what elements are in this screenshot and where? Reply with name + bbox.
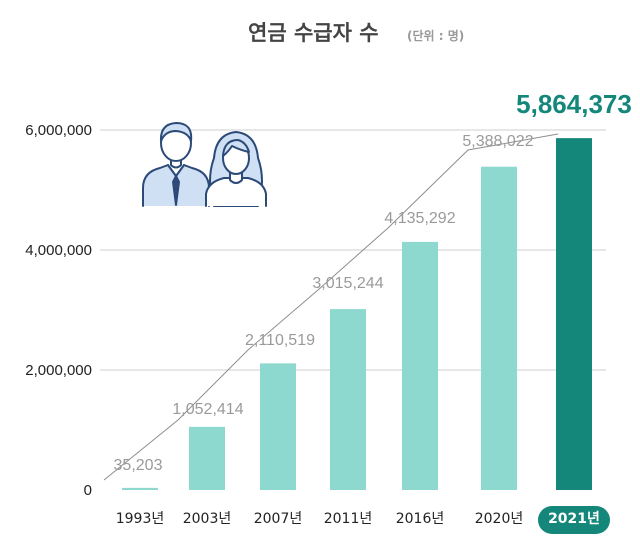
- data-label-2020년: 5,388,022: [462, 133, 533, 150]
- unit-note: (단위 : 명): [407, 28, 464, 43]
- x-tick-label: 2007년: [254, 511, 303, 527]
- data-label-2021년: 5,864,373: [516, 89, 632, 119]
- bar-2003년: [189, 426, 225, 490]
- y-axis: 0 2,000,000 4,000,000 6,000,000: [25, 122, 92, 499]
- bars: [122, 138, 592, 490]
- x-tick-label: 2011년: [324, 511, 373, 527]
- data-label-2011년: 3,015,244: [312, 275, 383, 292]
- data-label-2007년: 2,110,519: [245, 332, 315, 349]
- x-tick-label: 1993년: [116, 511, 165, 527]
- chart-title: 연금 수급자 수: [248, 21, 379, 45]
- y-tick-label: 6,000,000: [25, 122, 92, 139]
- woman-icon: [205, 131, 267, 207]
- trend-line: [103, 133, 559, 481]
- data-labels: 35,203 1,052,414 2,110,519 3,015,244 4,135,2…: [114, 89, 632, 474]
- y-tick-label: 4,000,000: [25, 242, 92, 259]
- x-axis: 1993년 2003년 2007년 2011년 2016년 2020년 2021년: [116, 506, 610, 534]
- data-label-2003년: 1,052,414: [172, 401, 243, 418]
- people-icon: [142, 122, 267, 207]
- data-label-2016년: 4,135,292: [384, 210, 455, 227]
- x-tick-label: 2020년: [475, 511, 524, 527]
- bar-2011년: [330, 309, 366, 490]
- data-label-1993년: 35,203: [114, 457, 163, 474]
- x-tick-label: 2016년: [396, 511, 445, 527]
- highlight-pill: [538, 506, 610, 534]
- x-tick-label: 2021년: [548, 511, 600, 527]
- bar-1993년: [122, 487, 158, 490]
- bar-2021년: [556, 138, 592, 490]
- bar-2016년: [402, 241, 438, 490]
- bar-2007년: [260, 363, 296, 490]
- y-tick-label: 2,000,000: [25, 362, 92, 379]
- man-icon: [142, 122, 210, 207]
- x-tick-label: 2003년: [183, 511, 232, 527]
- bar-2020년: [481, 166, 517, 490]
- y-tick-label: 0: [84, 482, 92, 499]
